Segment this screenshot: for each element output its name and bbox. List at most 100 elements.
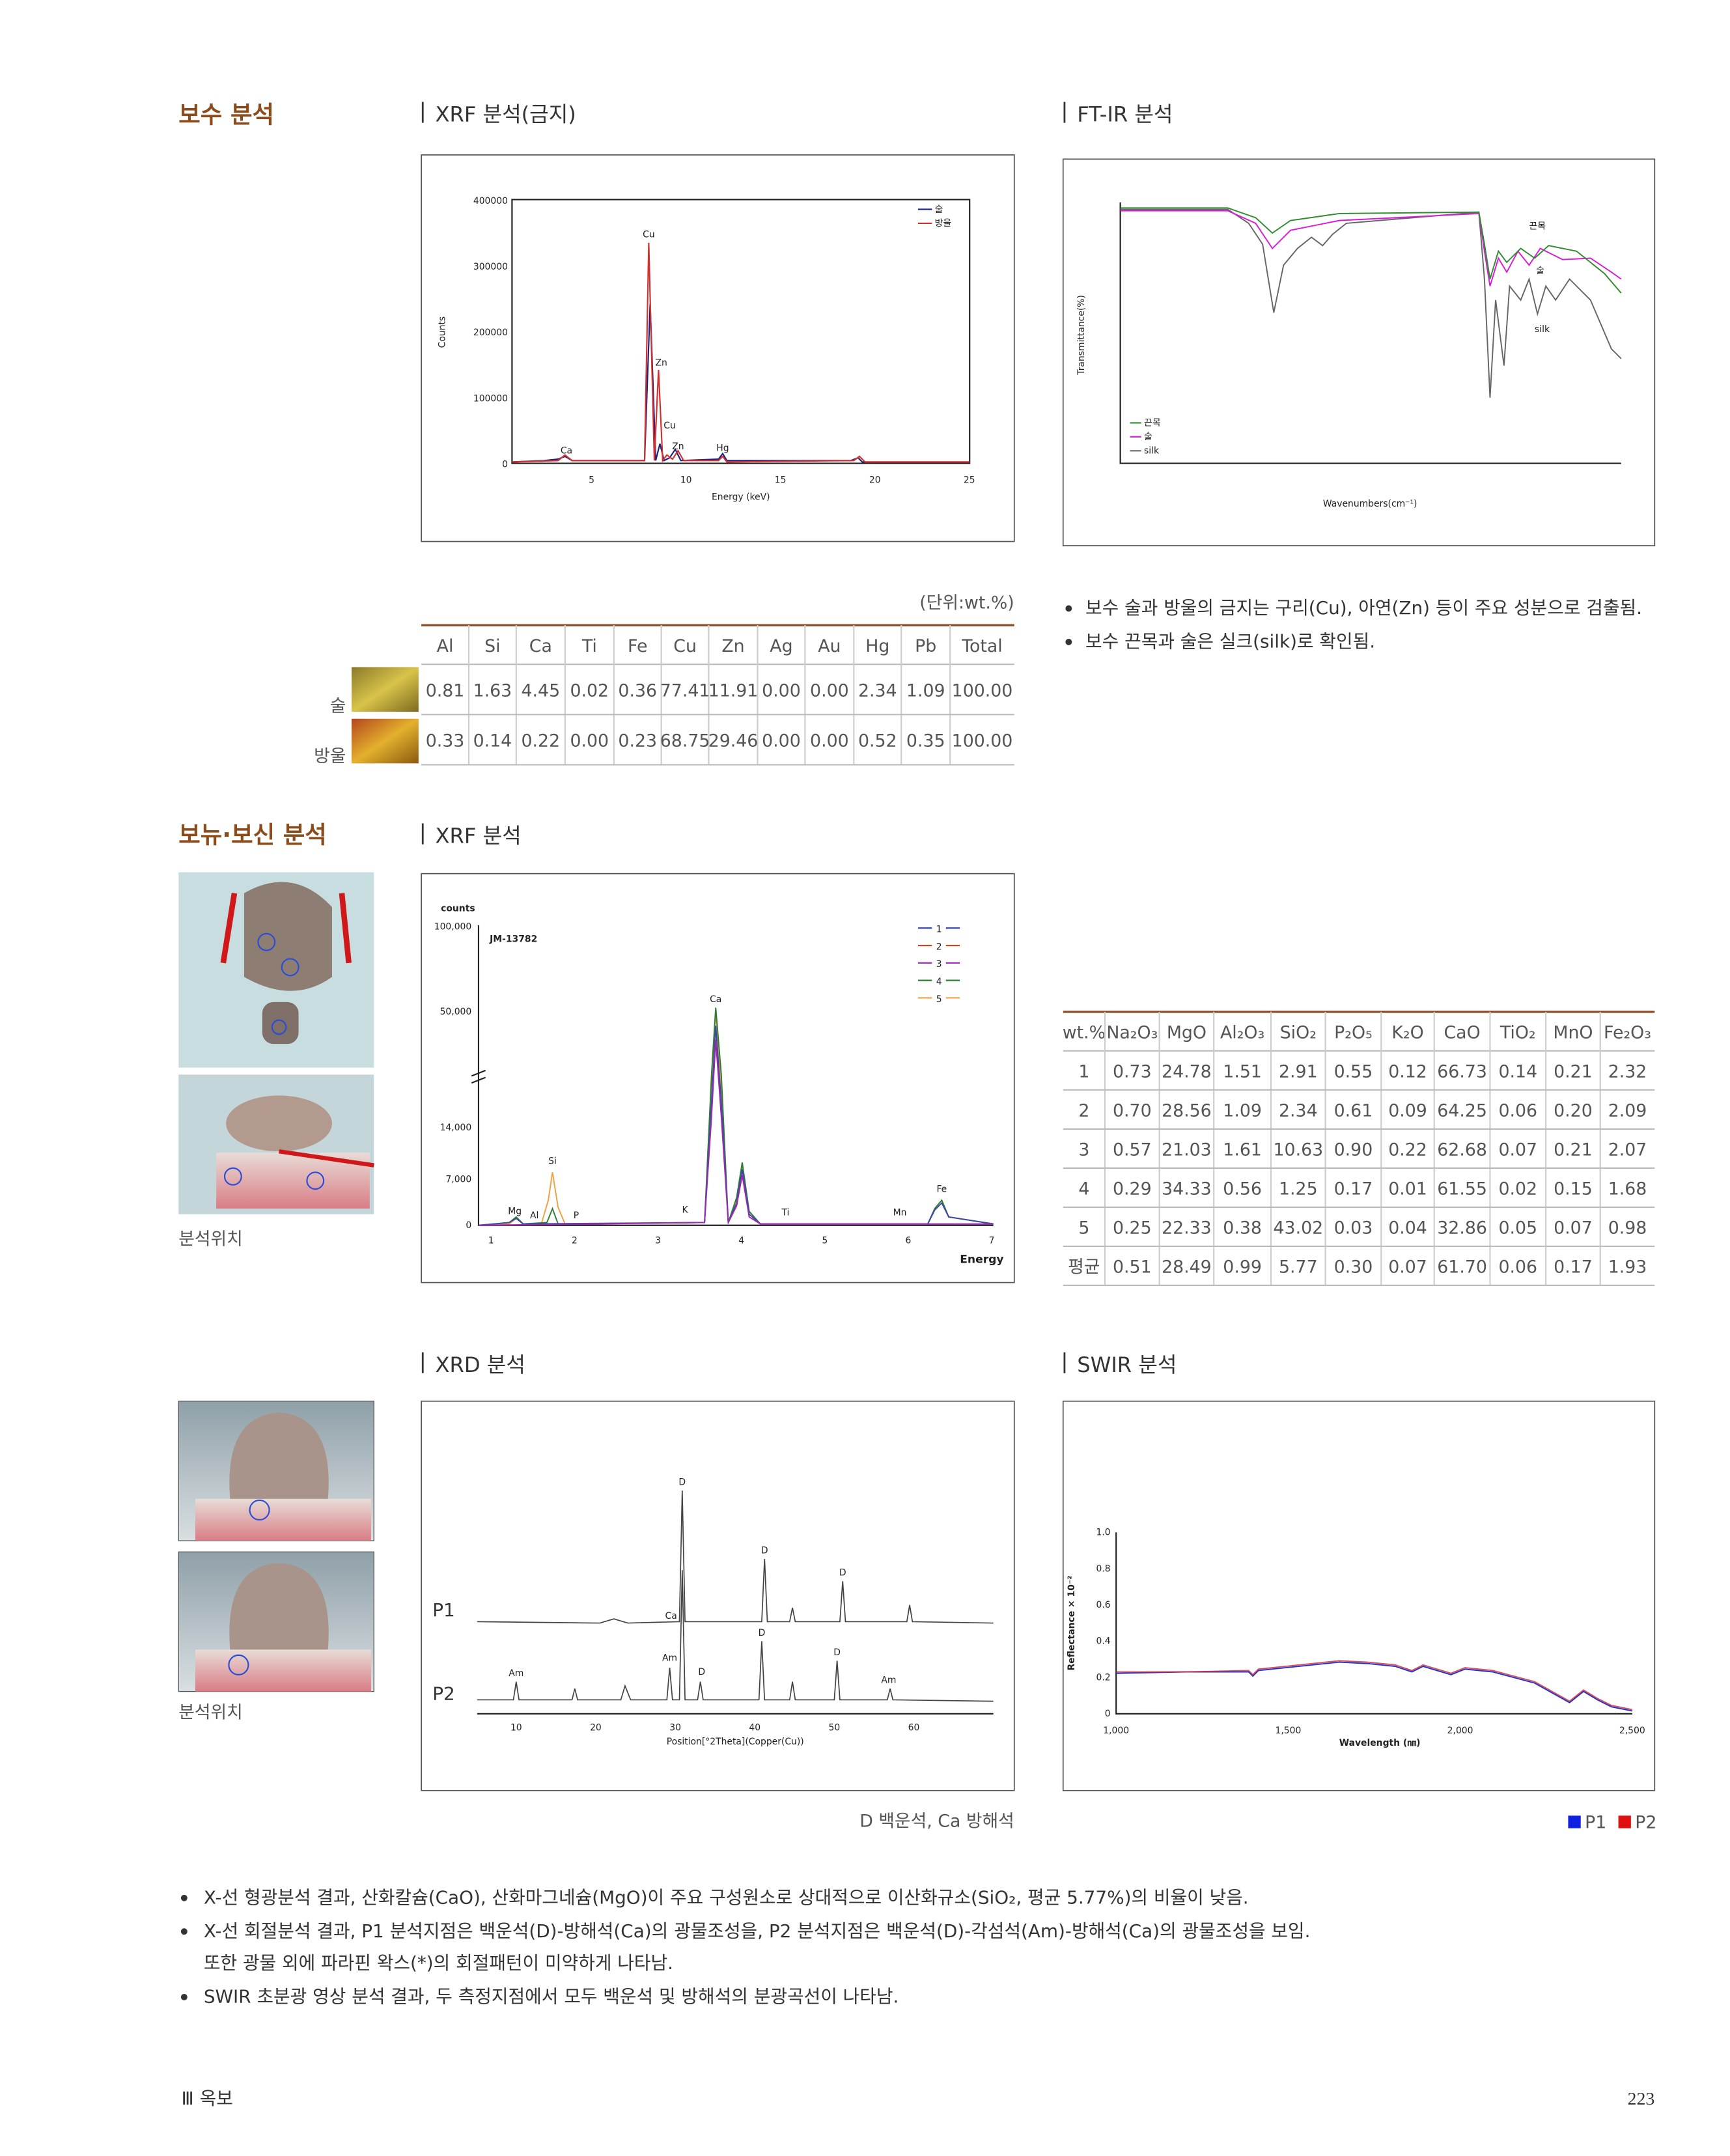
tick-label: 10	[680, 475, 692, 486]
table-cell: 1.93	[1608, 1257, 1647, 1278]
table-cell: 5.77	[1279, 1257, 1318, 1278]
table-cell: 0.35	[906, 731, 945, 751]
photo-caption: 분석위치	[178, 1229, 242, 1250]
table-cell: 66.73	[1437, 1062, 1487, 1082]
table-cell: 22.33	[1162, 1218, 1212, 1239]
table-cell: 0.00	[810, 731, 849, 751]
table-cell: 1.63	[473, 680, 512, 701]
table: wt.% Na₂O₃ MgO Al₂O₃ SiO₂ P₂O₅ K₂O CaO TiO₂ MnO Fe…	[1063, 1011, 1655, 1286]
analysis-spot	[306, 1171, 325, 1190]
peak-label: Hg	[716, 443, 729, 453]
table-cell: 0.04	[1388, 1218, 1427, 1239]
photo-object	[262, 1001, 299, 1044]
table-cell: 0.00	[570, 731, 609, 751]
plot-area	[511, 199, 971, 464]
subsection-heading: XRF 분석(금지)	[436, 102, 576, 126]
table-header: Cu	[673, 636, 697, 656]
table-header: wt.%	[1063, 1023, 1106, 1043]
bullet-dot	[1065, 605, 1072, 612]
tick-label: 0.4	[1096, 1636, 1111, 1647]
bullet-text: X-선 회절분석 결과, P1 분석지점은 백운석(D)-방해석(Ca)의 광물…	[204, 1920, 1311, 1942]
table-cell: 0.51	[1113, 1257, 1152, 1278]
table-cell: 1.61	[1223, 1140, 1262, 1160]
spectrum-line	[1120, 207, 1622, 294]
bullet-dot	[180, 1894, 188, 1901]
peak-label: Fe	[936, 1184, 947, 1194]
photo-object	[244, 882, 332, 991]
tick-label: 50	[829, 1723, 841, 1733]
legend-label: 1	[936, 925, 942, 935]
table-cell: 2.09	[1608, 1101, 1647, 1121]
table-cell: 61.55	[1437, 1179, 1487, 1199]
axis-label: Transmittance(%)	[1076, 295, 1087, 376]
peak-label: D	[761, 1545, 768, 1556]
photo-object	[229, 1563, 329, 1651]
table-cell: 61.70	[1437, 1257, 1487, 1278]
table-cell: 0.70	[1113, 1101, 1152, 1121]
table-cell: 0.03	[1334, 1218, 1373, 1239]
table-cell: 0.15	[1554, 1179, 1593, 1199]
tick-label: 0	[502, 460, 508, 470]
peak-label: Zn	[655, 358, 667, 369]
tick-label: 2,000	[1447, 1726, 1473, 1736]
tick-label: 1,500	[1275, 1726, 1301, 1736]
table-cell: 0.56	[1223, 1179, 1262, 1199]
diffractogram	[477, 1570, 994, 1702]
legend-label: 3	[936, 959, 942, 970]
table-cell: 1.25	[1279, 1179, 1318, 1199]
tick-label: 14,000	[440, 1123, 472, 1133]
plot-axes	[1119, 202, 1621, 464]
legend-label: 방울	[935, 218, 952, 229]
page-number: 223	[1628, 2089, 1655, 2109]
section-title: 보수 분석	[178, 101, 274, 129]
table-cell: 0.17	[1334, 1179, 1373, 1199]
axis-label: Energy	[960, 1253, 1003, 1267]
photo-object	[229, 1412, 329, 1500]
legend-label: 끈목	[1144, 418, 1161, 428]
sample-photo	[351, 718, 419, 764]
legend-label: 4	[936, 977, 942, 987]
table-cell: 0.90	[1334, 1140, 1373, 1160]
tick-label: 400000	[473, 196, 508, 206]
table-cell: 0.07	[1388, 1257, 1427, 1278]
table-cell: 0.06	[1499, 1101, 1538, 1121]
table: Al Si Ca Ti Fe Cu Zn Ag Au Hg Pb Total 술 0.81 1.63 4.45…	[314, 624, 1014, 766]
table-cell: 43.02	[1274, 1218, 1324, 1239]
table-header: Au	[818, 636, 841, 656]
table-cell: 1	[1078, 1062, 1089, 1082]
tick-label: 25	[964, 475, 975, 486]
photo-object	[226, 1095, 332, 1152]
table-cell: 0.00	[762, 680, 801, 701]
table-header: Pb	[915, 636, 936, 656]
peak-label: D	[698, 1667, 705, 1677]
peak-label: Am	[509, 1668, 523, 1679]
table-cell: 0.06	[1499, 1257, 1538, 1278]
tick-label: 100,000	[434, 921, 472, 932]
table-cell: 0.00	[762, 731, 801, 751]
table-cell: 1.09	[1223, 1101, 1262, 1121]
tick-label: 1.0	[1096, 1528, 1111, 1538]
table-cell: 0.81	[426, 680, 465, 701]
figure-frame	[1062, 1400, 1656, 1791]
photo-object	[195, 1649, 371, 1692]
subsection-heading: XRD 분석	[436, 1352, 525, 1377]
table-cell: 64.25	[1437, 1101, 1487, 1121]
table-header: MgO	[1167, 1023, 1207, 1043]
sample-label: JM-13782	[489, 934, 537, 945]
figure-caption: D 백운석, Ca 방해석	[859, 1811, 1014, 1831]
tick-label: 7	[989, 1236, 995, 1246]
spectrum-line	[1120, 210, 1622, 287]
axis-ticks: 10 20 30 40 50 60	[510, 1723, 919, 1733]
table-cell: 28.56	[1162, 1101, 1212, 1121]
table-header: Ca	[529, 636, 552, 656]
table-cell: 0.22	[1388, 1140, 1427, 1160]
table-cell: 2.34	[1279, 1101, 1318, 1121]
row-label: 방울	[314, 746, 346, 766]
tick-label: 20	[869, 475, 881, 486]
table-header: TiO₂	[1500, 1023, 1536, 1043]
table-cell: 0.25	[1113, 1218, 1152, 1239]
peak-label: Si	[548, 1156, 557, 1166]
table-cell: 2.34	[858, 680, 897, 701]
